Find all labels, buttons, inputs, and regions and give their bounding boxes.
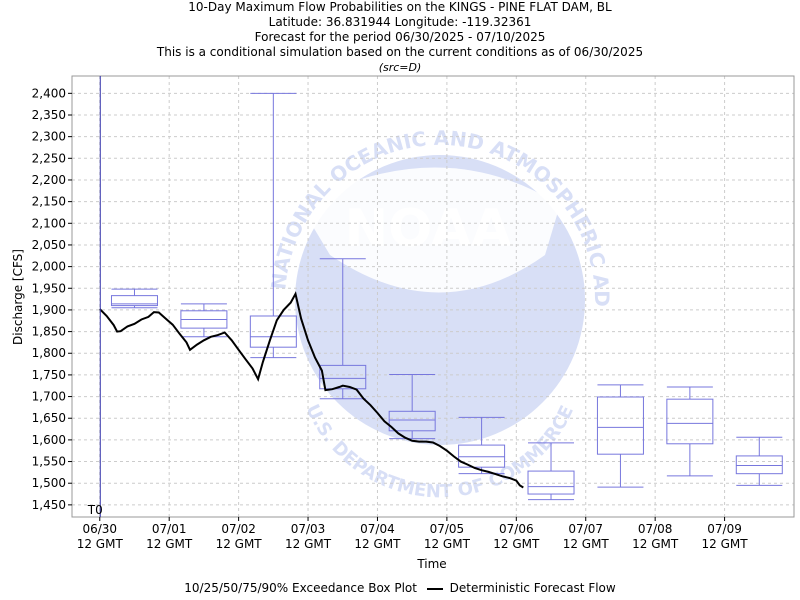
box-plots [110,92,783,501]
t0-label: T0 [87,503,103,517]
box-iqr [458,444,506,468]
x-tick-label-time: 12 GMT [702,537,749,551]
x-tick-label-date: 07/03 [291,522,326,536]
y-tick-label: 2,400 [32,86,66,100]
x-tick-label-date: 07/07 [568,522,603,536]
y-tick-label: 2,200 [32,173,66,187]
x-tick-label-date: 07/04 [360,522,395,536]
box-plot [319,258,367,400]
box-plot [110,288,158,309]
y-tick-label: 1,650 [32,411,66,425]
x-tick-label-time: 12 GMT [77,537,124,551]
box-plot [735,436,783,486]
x-tick-label-time: 12 GMT [146,537,193,551]
x-tick-label-time: 12 GMT [354,537,401,551]
box-plot [596,384,644,488]
box-plot [388,373,436,440]
chart-period: Forecast for the period 06/30/2025 - 07/… [254,30,546,44]
chart-source: (src=D) [378,61,422,74]
y-tick-label: 2,300 [32,130,66,144]
box-iqr [110,295,158,307]
noaa-logo-icon: NOAA NATIONAL OCEANIC AND ATMOSPHERIC AD… [0,0,614,502]
chart-location: Latitude: 36.831944 Longitude: -119.3236… [268,15,532,29]
x-axis-label: Time [416,557,446,571]
x-tick-label-time: 12 GMT [493,537,540,551]
legend-boxplot-label: 10/25/50/75/90% Exceedance Box Plot [184,581,417,595]
legend-deterministic-label: Deterministic Forecast Flow [449,581,616,595]
box-iqr [388,410,436,432]
legend-deterministic-swatch [426,587,443,590]
x-tick-label-date: 07/08 [638,522,673,536]
chart-note: This is a conditional simulation based o… [156,45,644,59]
x-tick-label-date: 07/01 [152,522,187,536]
x-tick-label-date: 07/02 [221,522,256,536]
x-tick-label-time: 12 GMT [285,537,332,551]
box-plot [666,386,714,477]
y-tick-label: 1,600 [32,433,66,447]
y-tick-label: 1,800 [32,346,66,360]
y-tick-label: 1,500 [32,476,66,490]
plot-frame [71,75,795,518]
y-tick-label: 1,700 [32,390,66,404]
y-tick-label: 2,250 [32,151,66,165]
box-iqr [527,470,575,495]
x-tick-label-time: 12 GMT [424,537,471,551]
y-tick-label: 1,950 [32,281,66,295]
y-tick-label: 2,350 [32,108,66,122]
y-tick-label: 2,000 [32,260,66,274]
box-plot [249,92,297,359]
chart-titles: 10-Day Maximum Flow Probabilities on the… [0,0,800,75]
x-tick-label-date: 07/06 [499,522,534,536]
box-iqr [319,364,367,390]
x-tick-label-time: 12 GMT [563,537,610,551]
watermark-noaa-text: NOAA [345,199,512,259]
y-tick-label: 1,850 [32,325,66,339]
x-tick-label-time: 12 GMT [216,537,263,551]
box-iqr [735,455,783,475]
x-tick-label-date: 07/09 [707,522,742,536]
y-tick-label: 2,100 [32,216,66,230]
y-tick-label: 2,150 [32,195,66,209]
x-tick-label-date: 06/30 [82,522,117,536]
grid-lines [72,76,794,517]
deterministic-forecast-line [99,291,524,489]
y-tick-label: 1,750 [32,368,66,382]
chart-title: 10-Day Maximum Flow Probabilities on the… [188,0,612,14]
box-iqr [666,398,714,445]
box-plot [180,303,228,338]
box-iqr [249,315,297,348]
y-tick-label: 2,050 [32,238,66,252]
y-axis-label: Discharge [CFS] [11,249,25,345]
x-tick-label-date: 07/05 [430,522,465,536]
y-axis: 1,450 1,500 1,550 1,600 1,650 1,700 1,750 1,800… [32,86,72,512]
legend: 10/25/50/75/90% Exceedance Box Plot Dete… [0,580,800,596]
y-tick-label: 1,450 [32,498,66,512]
box-iqr [596,396,644,455]
y-tick-label: 1,900 [32,303,66,317]
box-plot [527,442,575,501]
y-tick-label: 1,550 [32,455,66,469]
x-tick-label-time: 12 GMT [632,537,679,551]
